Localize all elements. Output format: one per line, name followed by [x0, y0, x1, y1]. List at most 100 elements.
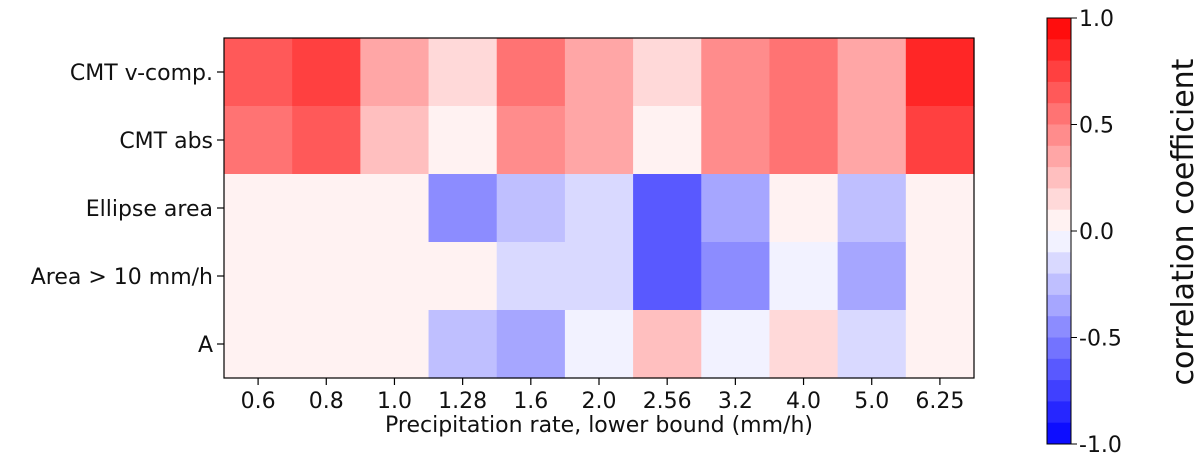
x-tick-label: 6.25 [915, 389, 964, 414]
heatmap-cell [496, 106, 566, 175]
heatmap-cell [701, 174, 771, 243]
heatmap-cell [360, 242, 430, 311]
heatmap-cell [564, 106, 634, 175]
heatmap-cell [633, 310, 702, 379]
heatmap-cell [701, 310, 771, 379]
heatmap-cell [360, 38, 430, 107]
heatmap-cell [428, 174, 498, 243]
x-tick-label: 0.6 [241, 389, 276, 414]
y-tick-label: Area > 10 mm/h [31, 265, 213, 290]
heatmap-cell [292, 38, 361, 107]
y-tick-label: CMT v-comp. [70, 61, 213, 86]
colorbar-tick-label: -0.5 [1079, 327, 1122, 352]
colorbar-segment [1047, 60, 1071, 83]
heatmap-cell [292, 310, 361, 379]
heatmap-cell [496, 242, 566, 311]
heatmap-cell [633, 242, 702, 311]
heatmap-cells [224, 38, 975, 379]
y-tick-label: Ellipse area [86, 197, 213, 222]
x-axis-label: Precipitation rate, lower bound (mm/h) [385, 413, 813, 438]
colorbar-segment [1047, 81, 1071, 104]
heatmap-cell [905, 242, 975, 311]
colorbar-tick-label: 0.5 [1079, 114, 1114, 139]
heatmap-cell [837, 242, 907, 311]
heatmap-cell [496, 310, 566, 379]
heatmap-cell [292, 106, 361, 175]
heatmap-cell [224, 38, 293, 107]
x-tick-label: 5.0 [854, 389, 889, 414]
colorbar-segment [1047, 422, 1071, 445]
heatmap-cell [837, 38, 907, 107]
heatmap-cell [428, 310, 498, 379]
heatmap-cell [292, 174, 361, 243]
heatmap-cell [360, 310, 430, 379]
heatmap-cell [769, 174, 839, 243]
heatmap-cell [360, 174, 430, 243]
heatmap-cell [224, 242, 293, 311]
colorbar-tick-label: 0.0 [1079, 220, 1114, 245]
colorbar-segment [1047, 358, 1071, 381]
colorbar-segment [1047, 273, 1071, 296]
heatmap-cell [633, 106, 702, 175]
heatmap-cell [224, 106, 293, 175]
colorbar-segment [1047, 167, 1071, 189]
colorbar-label: correlation coefficient [1166, 58, 1200, 385]
heatmap-cell [633, 174, 702, 243]
x-tick-label: 1.6 [513, 389, 548, 414]
colorbar-ticks: 1.0 0.5 0.0 -0.5 -1.0 [1071, 7, 1122, 453]
colorbar-segment [1047, 209, 1071, 232]
colorbar-segment [1047, 231, 1071, 253]
colorbar-segment [1047, 18, 1071, 40]
colorbar-segment [1047, 380, 1071, 402]
heatmap-cell [224, 174, 293, 243]
heatmap-cell [564, 174, 634, 243]
x-tick-label: 1.0 [377, 389, 412, 414]
heatmap-cell [428, 242, 498, 311]
colorbar-tick-label: 1.0 [1079, 7, 1114, 32]
y-tick-label: A [198, 333, 213, 358]
heatmap-cell [292, 242, 361, 311]
colorbar-segment [1047, 145, 1071, 168]
heatmap-cell [701, 38, 771, 107]
heatmap-cell [496, 174, 566, 243]
colorbar-tick-label: -1.0 [1079, 433, 1122, 453]
x-tick-label: 4.0 [786, 389, 821, 414]
heatmap-cell [428, 38, 498, 107]
heatmap-cell [564, 242, 634, 311]
y-tick-label: CMT abs [119, 129, 213, 154]
x-tick-label: 2.0 [582, 389, 617, 414]
heatmap-cell [769, 242, 839, 311]
heatmap-cell [837, 174, 907, 243]
heatmap-cell [701, 242, 771, 311]
x-tick-label: 2.56 [643, 389, 692, 414]
heatmap-cell [564, 310, 634, 379]
colorbar-segment [1047, 124, 1071, 147]
heatmap-cell [769, 310, 839, 379]
heatmap-cell [224, 310, 293, 379]
heatmap-cell [905, 174, 975, 243]
heatmap-cell [496, 38, 566, 107]
y-axis: CMT v-comp. CMT abs Ellipse area Area > 10 … [31, 61, 224, 358]
heatmap-cell [769, 106, 839, 175]
x-tick-label: 3.2 [718, 389, 753, 414]
heatmap-cell [837, 106, 907, 175]
heatmap-cell [360, 106, 430, 175]
heatmap-cell [428, 106, 498, 175]
heatmap-cell [633, 38, 702, 107]
colorbar-segment [1047, 294, 1071, 317]
heatmap-cell [769, 38, 839, 107]
colorbar-segment [1047, 252, 1071, 275]
heatmap-cell [905, 106, 975, 175]
heatmap-cell [837, 310, 907, 379]
x-tick-label: 0.8 [309, 389, 344, 414]
x-tick-label: 1.28 [438, 389, 487, 414]
colorbar-segment [1047, 316, 1071, 338]
colorbar-segment [1047, 103, 1071, 125]
heatmap-cell [701, 106, 771, 175]
colorbar-segment [1047, 39, 1071, 62]
colorbar-segment [1047, 401, 1071, 424]
heatmap-cell [564, 38, 634, 107]
colorbar-segment [1047, 188, 1071, 211]
x-axis: 0.6 0.8 1.0 1.28 1.6 2.0 2.56 3.2 4.0 5.0 6.25 [241, 378, 964, 414]
